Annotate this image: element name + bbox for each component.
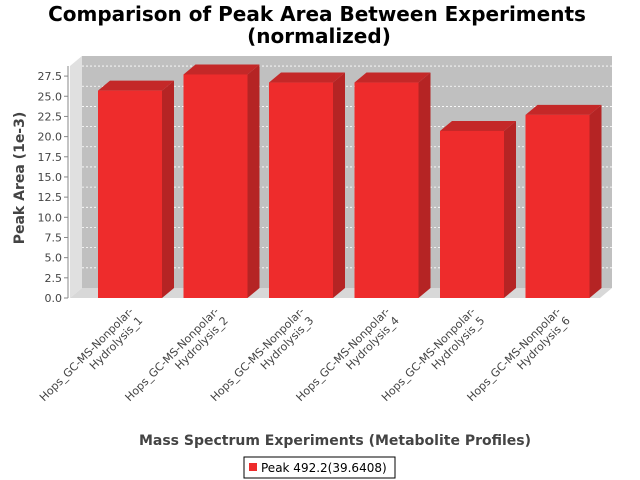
bars [98, 64, 602, 299]
bar-front [354, 82, 419, 299]
chart-title: Comparison of Peak Area Between Experime… [48, 2, 586, 26]
y-tick-label: 7.5 [45, 231, 63, 244]
bar-top [525, 104, 602, 115]
y-tick-label: 5.0 [45, 252, 63, 265]
bar-side [504, 120, 516, 299]
y-tick-label: 17.5 [38, 151, 63, 164]
bar-top [183, 64, 260, 75]
y-tick-label: 2.5 [45, 272, 63, 285]
bar-front [183, 74, 248, 298]
bar [440, 120, 516, 299]
bar-top [98, 80, 174, 91]
y-tick-label: 25.0 [38, 90, 63, 103]
bar-top [440, 120, 516, 131]
y-tick-label: 20.0 [38, 131, 63, 144]
y-axis-title: Peak Area (1e-3) [12, 112, 28, 245]
y-tick-label: 15.0 [38, 171, 63, 184]
bar [269, 72, 345, 299]
legend-box [243, 456, 396, 479]
bar-front [98, 90, 162, 298]
legend: Peak 492.2(39.6408) [243, 456, 396, 479]
y-tick-label: 0.0 [45, 292, 63, 305]
x-axis-title: Mass Spectrum Experiments (Metabolite Pr… [139, 433, 531, 449]
legend-swatch [249, 463, 257, 471]
bar-front [440, 130, 504, 298]
x-category-line: Hops_GC-MS-Nonpolar- [37, 305, 136, 404]
y-tick-label: 22.5 [38, 110, 63, 123]
bar-front [269, 82, 333, 299]
chart-subtitle: (normalized) [247, 24, 391, 48]
bar [98, 80, 174, 298]
bar-side [333, 72, 345, 299]
y-tick-label: 10.0 [38, 211, 63, 224]
bar-front [525, 114, 590, 299]
bar-top [269, 72, 345, 83]
bar-side [589, 104, 602, 299]
bar [525, 104, 602, 299]
x-axis-categories: Hops_GC-MS-Nonpolar-Hydrolysis_1Hops_GC-… [37, 305, 573, 404]
bar-top [354, 72, 431, 83]
y-tick-label: 12.5 [38, 191, 63, 204]
legend-label: Peak 492.2(39.6408) [261, 461, 387, 475]
y-axis-ticks: 0.0 2.5 5.0 7.5 10.0 12.5 15.0 17.5 20.0 22.5 25.0… [38, 70, 68, 305]
bar-side [247, 64, 260, 298]
bar-side [162, 80, 174, 298]
bar [183, 64, 260, 298]
y-tick-label: 27.5 [38, 70, 63, 83]
bar [354, 72, 431, 299]
bar-side [418, 72, 431, 299]
plot-side-wall [70, 56, 82, 298]
